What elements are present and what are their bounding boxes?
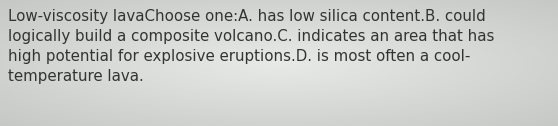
Text: Low-viscosity lavaChoose one:A. has low silica content.B. could
logically build : Low-viscosity lavaChoose one:A. has low … [8, 9, 494, 84]
